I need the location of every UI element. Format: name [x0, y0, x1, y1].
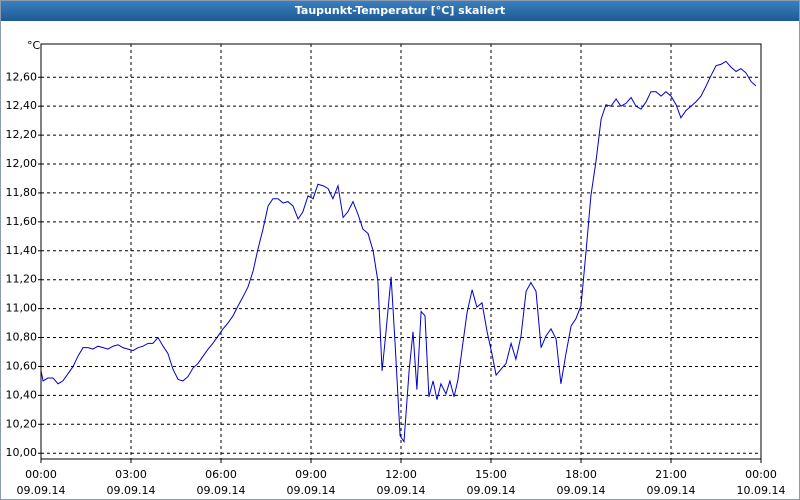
chart-title: Taupunkt-Temperatur [°C] skaliert — [1, 1, 799, 21]
y-tick-label: 10,20 — [6, 417, 38, 430]
x-tick-label: 15:00 09.09.14 — [466, 468, 516, 497]
x-tick-label: 18:00 09.09.14 — [556, 468, 606, 497]
y-tick-label: 10,80 — [6, 331, 38, 344]
x-tick-label: 00:00 10.09.14 — [736, 468, 786, 497]
x-tick-label: 03:00 09.09.14 — [106, 468, 156, 497]
y-tick-label: 12,20 — [6, 128, 38, 141]
y-tick-label: 12,60 — [6, 70, 38, 83]
y-tick-label: 12,00 — [6, 157, 38, 170]
y-tick-label: 11,80 — [6, 186, 38, 199]
y-tick-label: 12,40 — [6, 99, 38, 112]
x-tick-label: 09:00 09.09.14 — [286, 468, 336, 497]
x-tick-label: 00:00 09.09.14 — [16, 468, 66, 497]
y-tick-label: 11,20 — [6, 273, 38, 286]
y-tick-label: 10,40 — [6, 388, 38, 401]
data-line — [40, 60, 757, 444]
x-tick-label: 12:00 09.09.14 — [376, 468, 426, 497]
y-tick-label: 11,00 — [6, 302, 38, 315]
y-tick-label: 10,60 — [6, 359, 38, 372]
x-tick-label: 21:00 09.09.14 — [646, 468, 696, 497]
y-tick-label: 11,60 — [6, 215, 38, 228]
plot-area — [41, 44, 761, 459]
y-axis-label: °C — [27, 39, 41, 52]
x-tick-label: 06:00 09.09.14 — [196, 468, 246, 497]
plot-border — [40, 43, 762, 460]
y-tick-label: 11,40 — [6, 244, 38, 257]
y-tick-label: 10,00 — [6, 446, 38, 459]
